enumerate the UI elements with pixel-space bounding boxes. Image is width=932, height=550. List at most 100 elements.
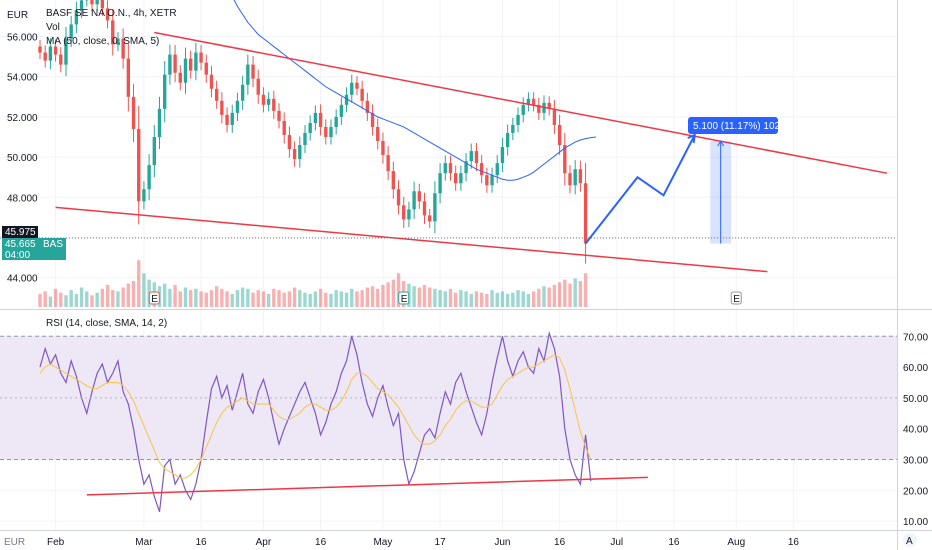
candle-body[interactable] [568, 173, 572, 186]
candle-body[interactable] [563, 145, 567, 174]
candle-body[interactable] [90, 0, 94, 5]
candle-body[interactable] [547, 102, 551, 109]
projection-path[interactable] [584, 134, 696, 245]
candle-body[interactable] [318, 112, 323, 127]
candle-body[interactable] [459, 173, 463, 184]
candle-body[interactable] [105, 8, 110, 21]
candle-body[interactable] [272, 98, 276, 111]
candle-body[interactable] [438, 173, 442, 194]
candle-body[interactable] [329, 126, 333, 137]
auto-scale-button[interactable] [903, 533, 917, 547]
candle-body[interactable] [433, 193, 437, 222]
candle-body[interactable] [308, 122, 312, 133]
candle-body[interactable] [183, 58, 188, 83]
candle-body[interactable] [495, 163, 499, 176]
candle-body[interactable] [422, 201, 427, 216]
candle-body[interactable] [225, 114, 229, 125]
candle-body[interactable] [479, 163, 484, 176]
candle-body[interactable] [152, 137, 157, 166]
candle-body[interactable] [251, 64, 255, 79]
candle-body[interactable] [453, 173, 458, 184]
candle-body[interactable] [64, 38, 68, 65]
candle-body[interactable] [111, 20, 115, 45]
candle-body[interactable] [324, 126, 328, 137]
candle-body[interactable] [204, 62, 208, 75]
time-axis[interactable]: Feb Mar 16 Apr 16 May 17 Jun 16 Jul 16 Aug 16 [47, 537, 799, 548]
candle-body[interactable] [412, 191, 416, 210]
candle-body[interactable] [168, 54, 172, 75]
candle-body[interactable] [417, 191, 421, 202]
candle-body[interactable] [220, 100, 224, 115]
candle-body[interactable] [142, 189, 146, 202]
candle-body[interactable] [261, 94, 266, 105]
trendline[interactable] [55, 206, 768, 273]
candle-body[interactable] [505, 132, 510, 148]
candle-body[interactable] [157, 108, 162, 137]
candle-body[interactable] [43, 52, 47, 61]
candle-body[interactable] [464, 161, 468, 174]
candle-body[interactable] [59, 54, 63, 65]
candle-body[interactable] [100, 0, 105, 9]
rsi-axis[interactable]: 10.00 20.00 30.00 40.00 50.00 60.00 70.00 [903, 332, 928, 528]
candle-body[interactable] [537, 104, 541, 113]
candle-body[interactable] [350, 82, 354, 95]
candle-body[interactable] [48, 46, 53, 61]
candle-body[interactable] [303, 132, 307, 146]
candle-body[interactable] [339, 104, 344, 117]
candle-body[interactable] [516, 114, 520, 125]
candle-body[interactable] [386, 155, 390, 172]
candle-body[interactable] [474, 151, 479, 164]
candle-body[interactable] [355, 82, 359, 89]
candle-body[interactable] [230, 112, 234, 125]
candle-body[interactable] [235, 100, 240, 113]
candle-body[interactable] [376, 126, 380, 142]
candle-body[interactable] [313, 112, 318, 123]
symbol-legend[interactable]: BASF SE NA O.N., 4h, XETR [46, 8, 177, 19]
candle-body[interactable] [194, 52, 198, 71]
timezone-corner[interactable]: EUR [4, 537, 25, 548]
volume-legend[interactable]: Vol [46, 22, 60, 33]
earnings-marker[interactable] [398, 291, 410, 305]
earnings-marker[interactable] [730, 291, 742, 305]
candle-body[interactable] [490, 175, 494, 186]
candle-body[interactable] [391, 171, 396, 190]
candle-body[interactable] [573, 169, 577, 186]
candle-body[interactable] [334, 116, 338, 127]
candle-body[interactable] [298, 145, 302, 160]
candle-body[interactable] [485, 175, 489, 186]
rsi-legend[interactable]: RSI (14, close, SMA, 14, 2) [46, 318, 167, 329]
candle-body[interactable] [287, 134, 292, 150]
candle-body[interactable] [469, 151, 473, 162]
candle-body[interactable] [116, 38, 120, 45]
candle-body[interactable] [557, 124, 562, 146]
candle-body[interactable] [79, 0, 84, 11]
candle-series[interactable] [38, 0, 588, 264]
candle-body[interactable] [292, 149, 297, 160]
candle-body[interactable] [266, 98, 271, 105]
candle-body[interactable] [552, 108, 557, 125]
trendline[interactable] [154, 31, 888, 174]
candle-body[interactable] [74, 10, 79, 25]
candle-body[interactable] [428, 215, 432, 222]
candle-body[interactable] [246, 64, 250, 85]
candle-body[interactable] [360, 88, 364, 101]
candle-body[interactable] [131, 96, 136, 129]
candle-body[interactable] [214, 88, 219, 101]
candle-body[interactable] [69, 24, 73, 39]
candle-body[interactable] [407, 209, 411, 220]
candle-body[interactable] [178, 72, 182, 83]
candle-body[interactable] [38, 46, 42, 53]
candle-body[interactable] [521, 104, 525, 115]
candle-body[interactable] [526, 98, 531, 105]
candle-body[interactable] [583, 183, 588, 244]
candle-body[interactable] [188, 58, 193, 71]
candle-body[interactable] [344, 94, 349, 105]
candle-body[interactable] [277, 110, 281, 121]
candle-body[interactable] [121, 38, 125, 59]
candle-body[interactable] [256, 78, 260, 95]
rsi-drawings-layer[interactable] [0, 335, 897, 496]
candle-body[interactable] [95, 0, 99, 5]
candle-body[interactable] [443, 163, 447, 174]
ma-legend[interactable]: MA (50, close, 0, SMA, 5) [46, 36, 159, 47]
